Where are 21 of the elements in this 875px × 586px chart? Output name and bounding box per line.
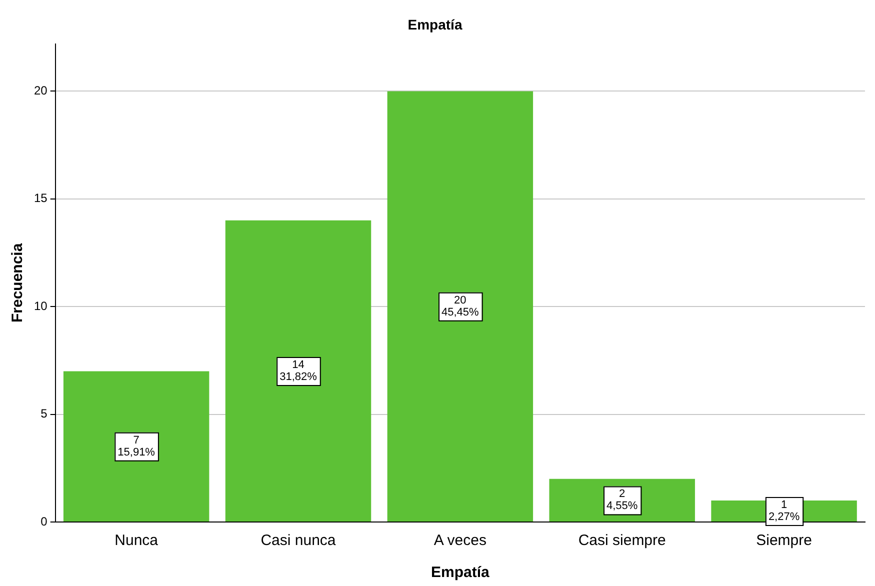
x-tick-label: A veces: [434, 532, 486, 550]
y-tick-label: 5: [40, 406, 48, 421]
x-tick-label: Casi nunca: [260, 532, 336, 550]
y-tick-label: 10: [34, 298, 48, 313]
y-tick-label: 15: [34, 191, 48, 206]
y-tick-label: 20: [34, 84, 48, 98]
y-axis-title: Frecuencia: [9, 242, 26, 323]
bar: [225, 220, 372, 522]
bar: [63, 371, 210, 522]
x-tick-label: Casi siempre: [578, 532, 666, 550]
data-label: 1 2,27%: [768, 499, 800, 524]
x-tick-label: Siempre: [756, 532, 812, 550]
y-tick-label: 0: [40, 514, 48, 528]
data-label: 14 31,82%: [280, 358, 318, 383]
data-label: 20 45,45%: [442, 294, 480, 318]
bar: [387, 91, 534, 522]
data-label: 7 15,91%: [118, 434, 156, 458]
data-label: 2 4,55%: [606, 488, 638, 512]
x-axis-title: Empatía: [430, 564, 490, 582]
chart-title: Empatía: [408, 16, 462, 32]
x-tick-label: Nunca: [114, 532, 159, 550]
